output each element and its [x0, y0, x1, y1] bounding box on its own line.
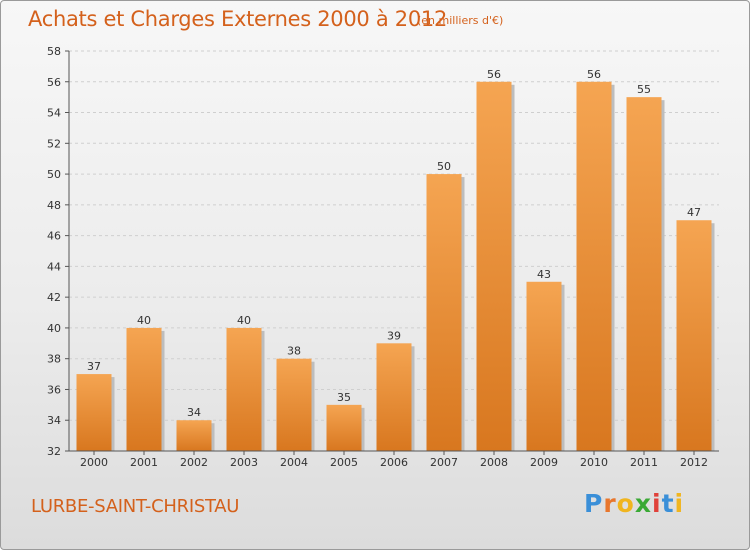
x-tick-label: 2001: [130, 456, 158, 469]
x-tick-label: 2004: [280, 456, 308, 469]
x-tick-label: 2007: [430, 456, 458, 469]
chart-title: Achats et Charges Externes 2000 à 2012: [28, 7, 448, 31]
logo-letter: x: [634, 489, 652, 518]
y-tick-label: 58: [47, 45, 61, 58]
logo-letter: t: [661, 489, 675, 518]
data-label: 55: [637, 83, 651, 96]
x-tick-label: 2000: [80, 456, 108, 469]
x-tick-label: 2012: [680, 456, 708, 469]
bar: [326, 404, 362, 451]
logo-letter: i: [674, 489, 685, 518]
x-tick-label: 2005: [330, 456, 358, 469]
chart-subtitle: (en milliers d'€): [417, 14, 504, 27]
logo-letter: P: [584, 489, 604, 518]
y-tick-label: 40: [47, 322, 61, 335]
logo-letter: i: [652, 489, 662, 518]
y-tick-label: 54: [47, 107, 61, 120]
data-label: 50: [437, 160, 451, 173]
data-label: 37: [87, 360, 101, 373]
bar: [476, 81, 512, 452]
data-label: 34: [187, 406, 201, 419]
x-tick-label: 2008: [480, 456, 508, 469]
bar: [176, 420, 212, 451]
data-label: 35: [337, 391, 351, 404]
data-label: 56: [487, 68, 501, 81]
data-label: 40: [137, 314, 151, 327]
x-tick-label: 2003: [230, 456, 258, 469]
bar: [426, 174, 462, 452]
bar: [226, 327, 262, 451]
data-label: 47: [687, 206, 701, 219]
bar: [276, 358, 312, 451]
data-label: 40: [237, 314, 251, 327]
data-label: 56: [587, 68, 601, 81]
y-tick-label: 52: [47, 137, 61, 150]
location-name: LURBE-SAINT-CHRISTAU: [31, 496, 240, 517]
y-tick-label: 36: [47, 383, 61, 396]
bar: [376, 343, 412, 451]
y-tick-label: 34: [47, 414, 61, 427]
x-tick-label: 2009: [530, 456, 558, 469]
logo-letter: r: [603, 489, 617, 518]
bar: [126, 327, 162, 451]
x-tick-label: 2002: [180, 456, 208, 469]
x-tick-label: 2006: [380, 456, 408, 469]
y-tick-label: 50: [47, 168, 61, 181]
bar: [76, 374, 112, 451]
x-tick-label: 2010: [580, 456, 608, 469]
y-tick-label: 44: [47, 260, 61, 273]
y-tick-label: 42: [47, 291, 61, 304]
y-tick-label: 32: [47, 445, 61, 458]
proxiti-logo: Proxiti: [584, 491, 684, 516]
data-label: 39: [387, 329, 401, 342]
bar: [576, 81, 612, 452]
bar: [526, 281, 562, 451]
y-tick-label: 46: [47, 230, 61, 243]
x-tick-label: 2011: [630, 456, 658, 469]
data-label: 43: [537, 268, 551, 281]
y-tick-label: 38: [47, 353, 61, 366]
data-label: 38: [287, 345, 301, 358]
bar: [626, 97, 662, 452]
y-tick-label: 48: [47, 199, 61, 212]
y-tick-label: 56: [47, 76, 61, 89]
logo-letter: o: [616, 489, 635, 518]
bar: [676, 220, 712, 451]
